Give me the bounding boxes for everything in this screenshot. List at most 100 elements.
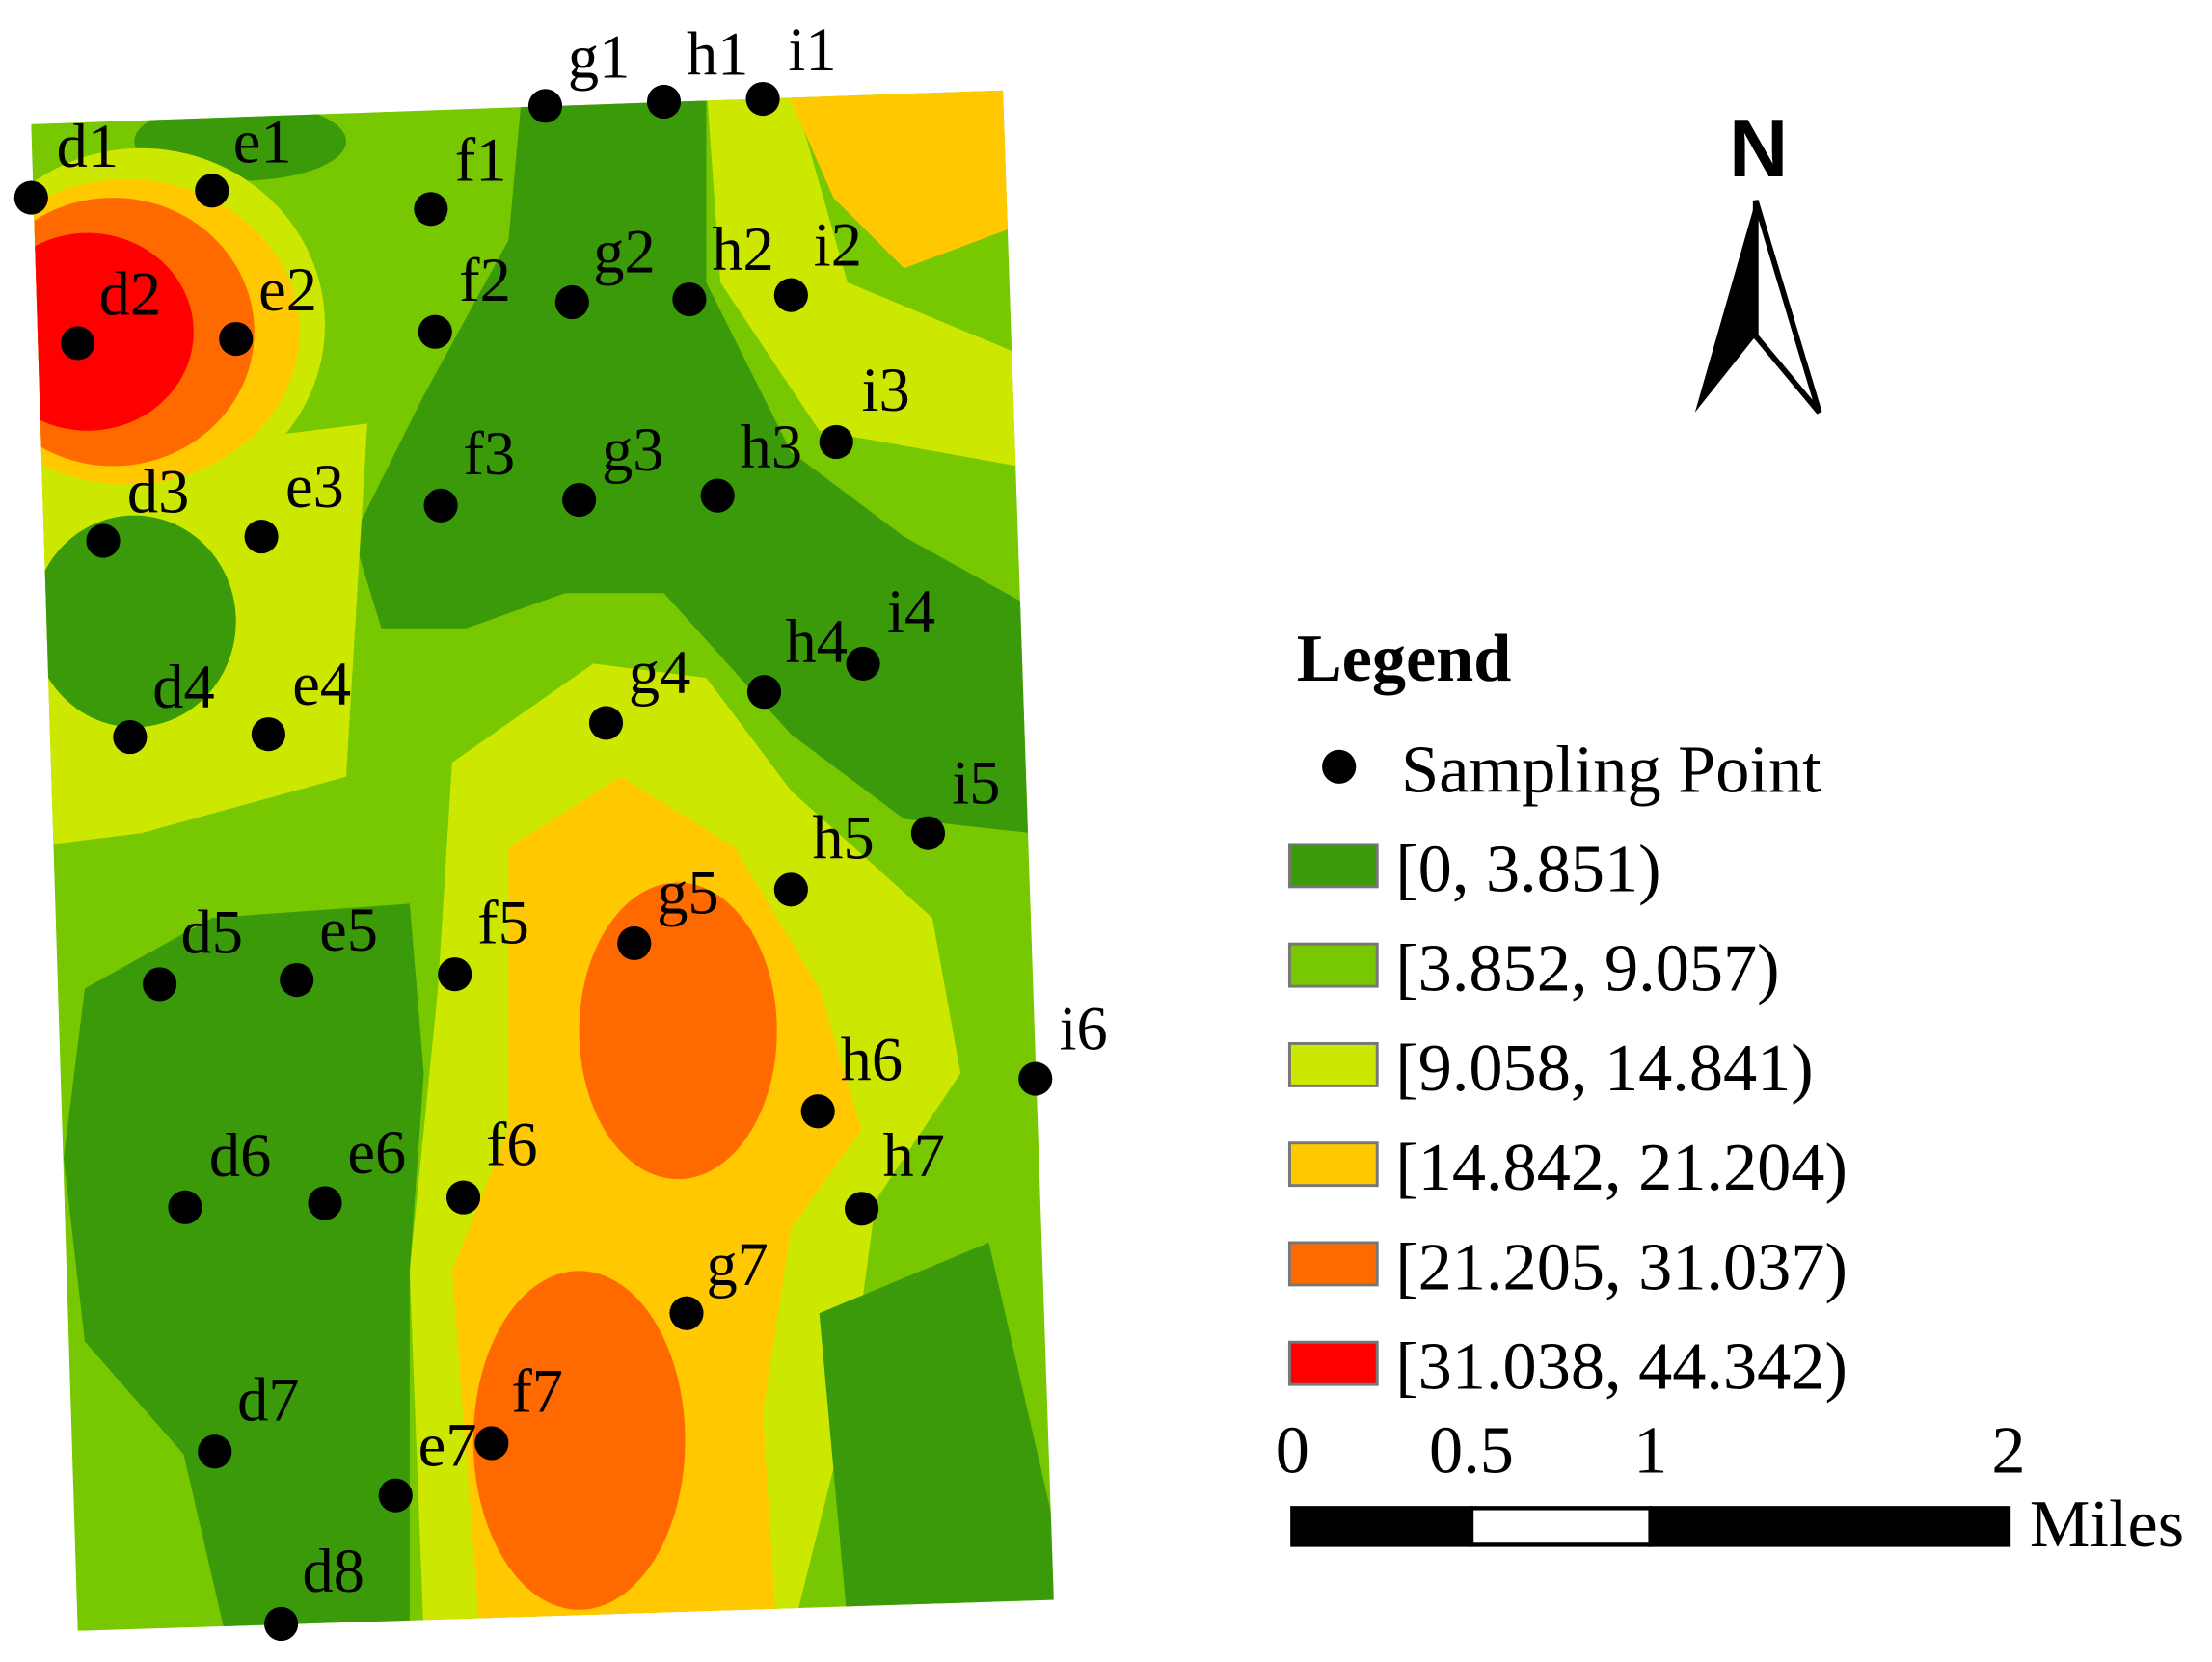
surface-zone (353, 90, 1032, 834)
legend-point-label: Sampling Point (1401, 733, 1821, 808)
point-label: g3 (602, 416, 663, 484)
sampling-point (700, 478, 735, 513)
sampling-point (308, 1186, 342, 1220)
sampling-point (113, 720, 148, 755)
scale-segment (1469, 1506, 1653, 1547)
sampling-point (669, 1296, 704, 1330)
point-label: e5 (319, 896, 378, 964)
point-label: f7 (511, 1357, 563, 1426)
sampling-point (244, 520, 279, 554)
point-label: d2 (99, 260, 161, 329)
surface-zone (32, 515, 236, 728)
arrow-right (1752, 200, 1822, 415)
surface-zone (706, 90, 1017, 467)
sampling-point (198, 1434, 232, 1469)
point-label: i2 (814, 210, 862, 279)
sampling-point (554, 284, 589, 320)
point-label: d1 (57, 112, 119, 180)
sampling-point (378, 1478, 413, 1513)
sampling-point (800, 1094, 835, 1129)
sampling-point (168, 1190, 202, 1224)
scale-unit: Miles (2030, 1487, 2184, 1562)
sampling-point (143, 967, 177, 1002)
point-label: h1 (687, 20, 748, 89)
point-label: f3 (464, 419, 516, 488)
sampling-point (474, 1426, 509, 1461)
point-label: g4 (629, 638, 690, 707)
scale-tick-label: 0 (1276, 1413, 1309, 1488)
surface-zone (819, 1242, 1054, 1624)
sampling-point (746, 675, 782, 710)
north-label: N (1729, 103, 1788, 195)
point-label: h5 (812, 804, 874, 872)
sampling-points: d1 e1 f1 g1 h1 i1 d2 e2 f2 g2 h2 i2 i3 d3 e3 f3 g3 h3 i4 h4… (13, 15, 1108, 1642)
point-label: h7 (883, 1121, 945, 1190)
point-label: f5 (477, 888, 529, 956)
scale-tick-label: 1 (1633, 1413, 1667, 1488)
sampling-point (646, 84, 682, 120)
sampling-point (61, 326, 95, 361)
sampling-point (773, 872, 808, 907)
legend-point-symbol (1322, 749, 1357, 784)
point-label: f2 (459, 246, 511, 314)
legend-class-label: [0, 3.851) (1395, 831, 1660, 906)
sampling-point (745, 81, 780, 117)
point-label: e3 (285, 452, 344, 521)
point-label: i3 (862, 356, 910, 424)
point-label: d6 (209, 1121, 271, 1190)
point-label: g2 (593, 218, 655, 286)
point-label: g5 (657, 859, 718, 927)
point-label: g1 (568, 23, 630, 92)
sampling-point (418, 314, 452, 349)
scale-segment (1648, 1506, 2011, 1547)
point-label: h2 (712, 215, 773, 283)
legend-class-label: [31.038, 44.342) (1395, 1329, 1848, 1405)
point-label: h3 (741, 413, 802, 481)
sampling-point (264, 1606, 299, 1642)
legend-swatch (1287, 942, 1379, 988)
point-label: d3 (127, 458, 189, 526)
point-label: e1 (233, 107, 292, 175)
point-label: d5 (181, 898, 243, 967)
scale-tick-label: 0.5 (1429, 1413, 1514, 1488)
legend: Legend Sampling Point [0, 3.851) [3.852, … (1287, 621, 1848, 1405)
sampling-point (845, 1192, 879, 1226)
legend-swatch (1287, 1041, 1379, 1087)
point-label: e6 (347, 1118, 406, 1187)
sampling-point (910, 816, 946, 850)
scale-segment (1290, 1506, 1474, 1547)
point-label: e4 (292, 650, 351, 718)
sampling-point (251, 717, 285, 752)
sampling-point (562, 482, 597, 518)
surface-zone (64, 903, 424, 1631)
point-label: d4 (152, 653, 214, 721)
sampling-point (86, 523, 121, 558)
sampling-point (445, 1180, 481, 1215)
sampling-point (527, 89, 563, 123)
legend-title: Legend (1297, 621, 1512, 696)
scale-bar: Miles 0 0.5 1 2 (1276, 1413, 2184, 1562)
surface-zone (784, 90, 1017, 269)
sampling-point (219, 321, 254, 357)
north-arrow: N (1694, 103, 1822, 415)
point-label: i4 (887, 577, 935, 646)
sampling-point (414, 192, 448, 227)
sampling-point (195, 174, 229, 208)
point-label: i6 (1060, 994, 1108, 1062)
arrow-left (1694, 200, 1756, 413)
point-label: h4 (786, 607, 848, 676)
sampling-point (423, 488, 458, 523)
point-label: g7 (706, 1230, 768, 1299)
legend-swatch (1287, 843, 1379, 889)
legend-swatch (1287, 1241, 1379, 1287)
sampling-point (13, 180, 48, 215)
legend-class-label: [14.842, 21.204) (1395, 1130, 1848, 1205)
point-label: e7 (418, 1410, 477, 1479)
surface-zone (472, 1271, 686, 1610)
sampling-point (672, 281, 707, 317)
legend-class-label: [9.058, 14.841) (1395, 1031, 1813, 1106)
scale-tick-label: 2 (1991, 1413, 2025, 1488)
point-label: i5 (952, 748, 1000, 817)
sampling-point (438, 957, 472, 992)
